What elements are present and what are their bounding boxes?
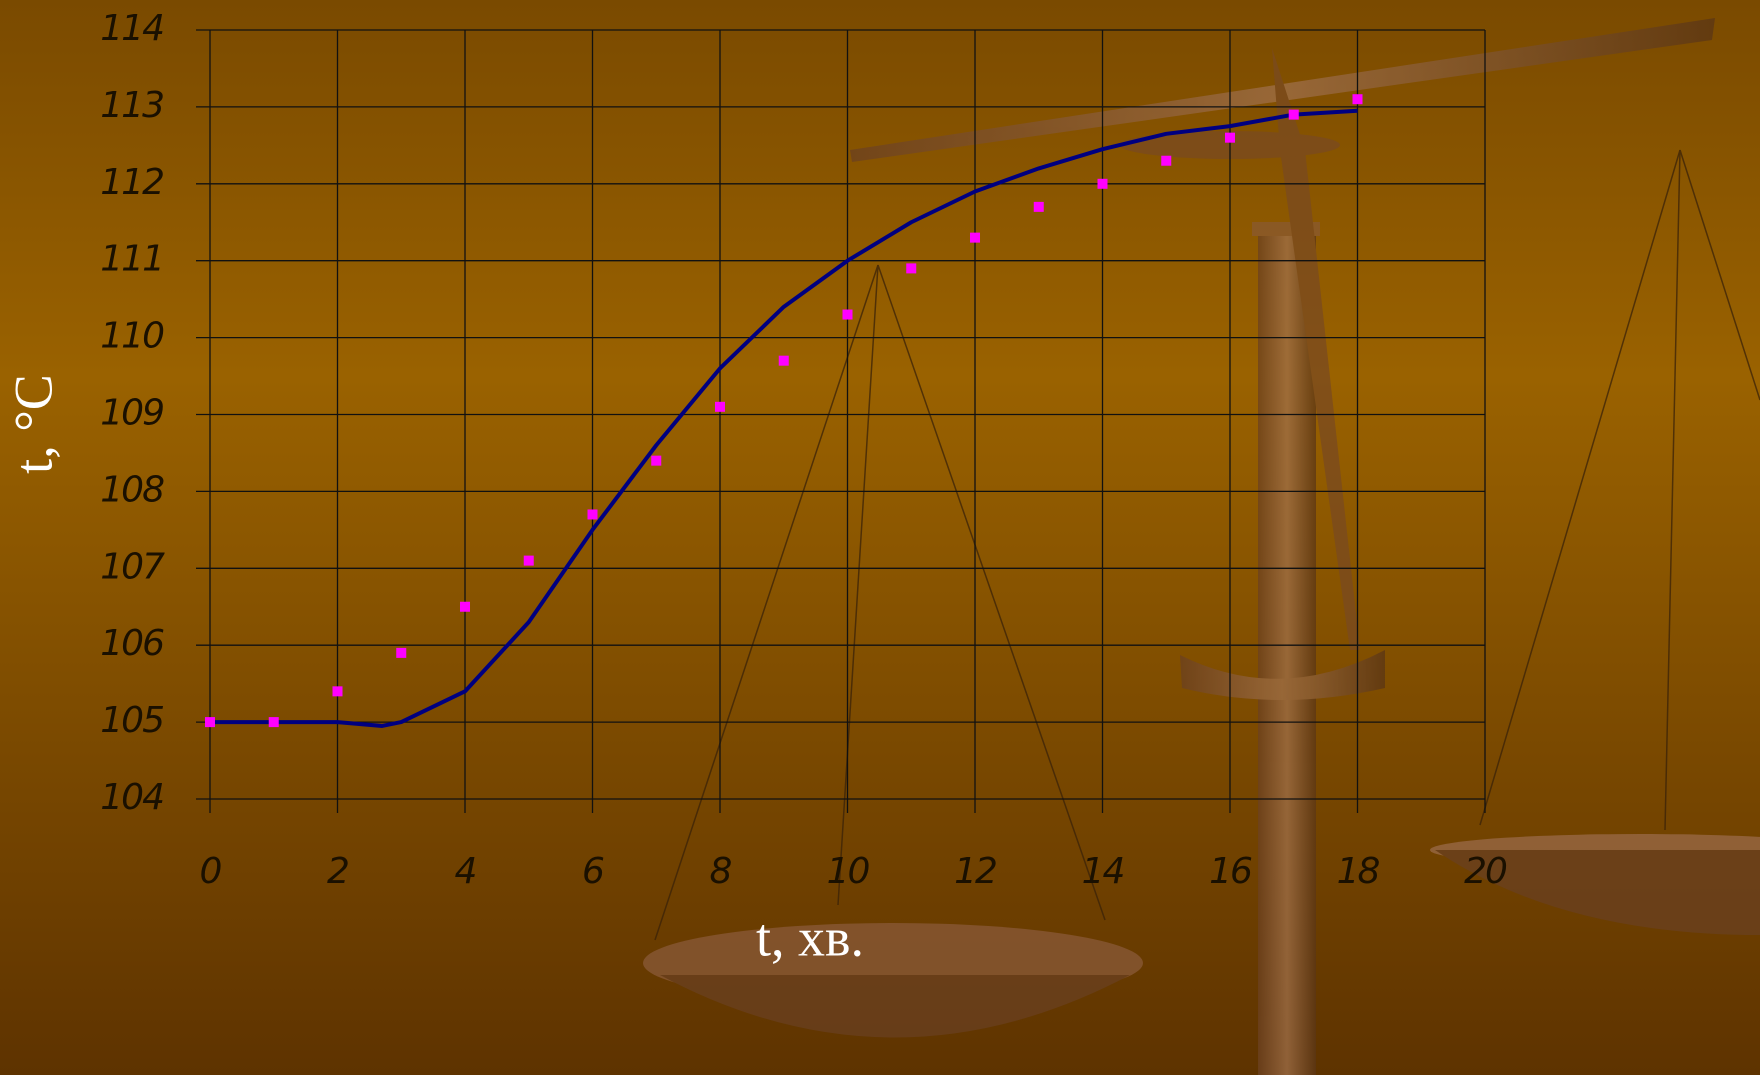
point: [1161, 156, 1171, 166]
point: [1353, 94, 1363, 104]
y-tick-label: 108: [100, 469, 164, 510]
y-tick-label: 105: [100, 700, 163, 741]
x-tick-label: 2: [327, 851, 348, 892]
point: [269, 717, 279, 727]
point: [715, 402, 725, 412]
point: [970, 233, 980, 243]
x-tick-label: 6: [582, 851, 604, 892]
point: [333, 686, 343, 696]
background: [0, 0, 1760, 1075]
x-tick-label: 10: [827, 851, 870, 892]
x-axis-label: t, хв.: [756, 907, 864, 967]
y-tick-label: 106: [100, 623, 164, 664]
point: [1034, 202, 1044, 212]
y-tick-label: 110: [100, 316, 164, 357]
x-tick-label: 18: [1337, 851, 1380, 892]
point: [651, 456, 661, 466]
point: [588, 509, 598, 519]
chart: t, хв. t, °C 104105106107108109110111112…: [0, 0, 1760, 1075]
y-tick-label: 109: [100, 393, 163, 434]
y-axis-label: t, °C: [3, 374, 63, 474]
x-tick-label: 8: [710, 851, 732, 892]
page: t, хв. t, °C 104105106107108109110111112…: [0, 0, 1760, 1075]
x-tick-label: 20: [1464, 851, 1507, 892]
point: [779, 356, 789, 366]
point: [524, 556, 534, 566]
y-tick-label: 111: [100, 239, 163, 280]
y-tick-label: 104: [100, 777, 163, 818]
x-tick-label: 12: [954, 851, 996, 892]
point: [843, 310, 853, 320]
x-tick-label: 4: [455, 851, 476, 892]
x-tick-label: 0: [200, 851, 222, 892]
point: [205, 717, 215, 727]
x-tick-label: 16: [1209, 851, 1252, 892]
x-tick-label: 14: [1082, 851, 1124, 892]
y-tick-label: 107: [100, 546, 165, 587]
point: [1225, 133, 1235, 143]
point: [460, 602, 470, 612]
point: [1289, 110, 1299, 120]
point: [906, 263, 916, 273]
y-tick-label: 114: [100, 8, 163, 49]
y-tick-label: 113: [100, 85, 163, 126]
point: [396, 648, 406, 658]
point: [1098, 179, 1108, 189]
y-tick-label: 112: [100, 162, 163, 203]
